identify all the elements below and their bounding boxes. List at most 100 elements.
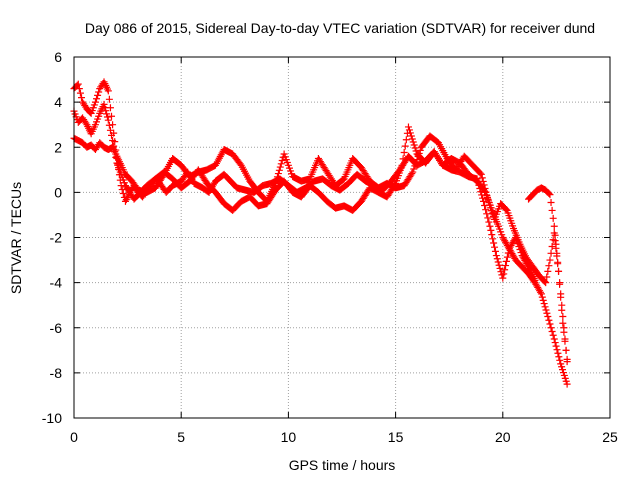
- data-point: [482, 206, 490, 214]
- data-point: [486, 222, 494, 230]
- data-point: [548, 243, 556, 251]
- tick-layer: 0 5 10 15 20 25 -10 -8 -6 -4 -2 0 2 4 6: [42, 49, 618, 445]
- data-point: [552, 240, 560, 248]
- data-point: [412, 159, 420, 167]
- data-point: [546, 256, 554, 264]
- data-point: [549, 214, 557, 222]
- data-point: [562, 346, 570, 354]
- data-point: [95, 88, 103, 96]
- data-point: [554, 258, 562, 266]
- data-point: [559, 312, 567, 320]
- data-point: [491, 247, 499, 255]
- data-point: [485, 218, 493, 226]
- data-point: [78, 94, 86, 102]
- y-tick-label: -10: [42, 410, 62, 426]
- data-point: [405, 126, 413, 134]
- data-point: [531, 276, 539, 284]
- data-point: [537, 290, 545, 298]
- data-point: [544, 267, 552, 275]
- data-point: [540, 300, 548, 308]
- data-point: [549, 331, 557, 339]
- data-point: [413, 156, 421, 164]
- x-tick-label: 10: [281, 429, 297, 445]
- series-track-3: [70, 132, 571, 366]
- data-point: [551, 231, 559, 239]
- data-point: [541, 278, 549, 286]
- data-point: [75, 85, 83, 93]
- data-point: [484, 214, 492, 222]
- data-point: [76, 89, 84, 97]
- x-tick-label: 20: [495, 429, 511, 445]
- data-point: [559, 319, 567, 327]
- data-point: [411, 162, 419, 170]
- data-point: [74, 80, 82, 88]
- y-tick-label: -6: [50, 320, 63, 336]
- data-point: [476, 169, 484, 177]
- data-point: [276, 163, 284, 171]
- data-point: [477, 170, 485, 178]
- data-point: [502, 205, 510, 213]
- y-tick-label: 0: [54, 184, 62, 200]
- data-point: [548, 328, 556, 336]
- data-point: [480, 181, 488, 189]
- data-point: [536, 288, 544, 296]
- x-axis-label: GPS time / hours: [289, 457, 396, 473]
- data-point: [105, 121, 113, 129]
- data-point: [273, 173, 281, 181]
- data-point: [502, 262, 510, 270]
- data-point: [492, 252, 500, 260]
- data-point: [546, 320, 554, 328]
- data-point: [541, 303, 549, 311]
- data-point: [496, 264, 504, 272]
- data-point: [409, 168, 417, 176]
- y-tick-label: 4: [54, 94, 62, 110]
- data-point: [408, 170, 416, 178]
- data-point: [482, 188, 490, 196]
- data-point: [480, 197, 488, 205]
- data-point: [277, 160, 285, 168]
- y-tick-label: 2: [54, 139, 62, 155]
- chart-title: Day 086 of 2015, Sidereal Day-to-day VTE…: [85, 20, 595, 36]
- y-tick-label: -4: [50, 275, 63, 291]
- data-point: [499, 274, 507, 282]
- data-point: [563, 355, 571, 363]
- data-point: [490, 239, 498, 247]
- data-point: [553, 346, 561, 354]
- data-point: [555, 267, 563, 275]
- data-point: [93, 95, 101, 103]
- data-point: [545, 262, 553, 270]
- data-point: [558, 306, 566, 314]
- data-point: [104, 116, 112, 124]
- data-point: [503, 253, 511, 261]
- data-layer: [70, 78, 571, 388]
- data-point: [544, 312, 552, 320]
- data-point: [548, 206, 556, 214]
- data-point: [545, 316, 553, 324]
- data-point: [109, 136, 117, 144]
- data-point: [550, 222, 558, 230]
- data-point: [108, 131, 116, 139]
- data-point: [103, 113, 111, 121]
- data-point: [557, 293, 565, 301]
- data-point: [556, 280, 564, 288]
- data-point: [494, 258, 502, 266]
- data-point: [543, 309, 551, 317]
- data-point: [399, 155, 407, 163]
- data-point: [119, 190, 127, 198]
- data-point: [108, 112, 116, 120]
- series-track-1: [70, 78, 571, 388]
- data-point: [409, 138, 417, 146]
- data-point: [105, 95, 113, 103]
- data-point: [408, 135, 416, 143]
- data-point: [411, 144, 419, 152]
- data-point: [478, 191, 486, 199]
- data-point: [479, 194, 487, 202]
- data-point: [550, 335, 558, 343]
- data-point: [478, 174, 486, 182]
- data-point: [404, 123, 412, 131]
- data-point: [504, 249, 512, 257]
- data-point: [545, 190, 553, 198]
- data-point: [106, 126, 114, 134]
- data-point: [400, 149, 408, 157]
- y-axis-label: SDTVAR / TECUs: [8, 182, 24, 294]
